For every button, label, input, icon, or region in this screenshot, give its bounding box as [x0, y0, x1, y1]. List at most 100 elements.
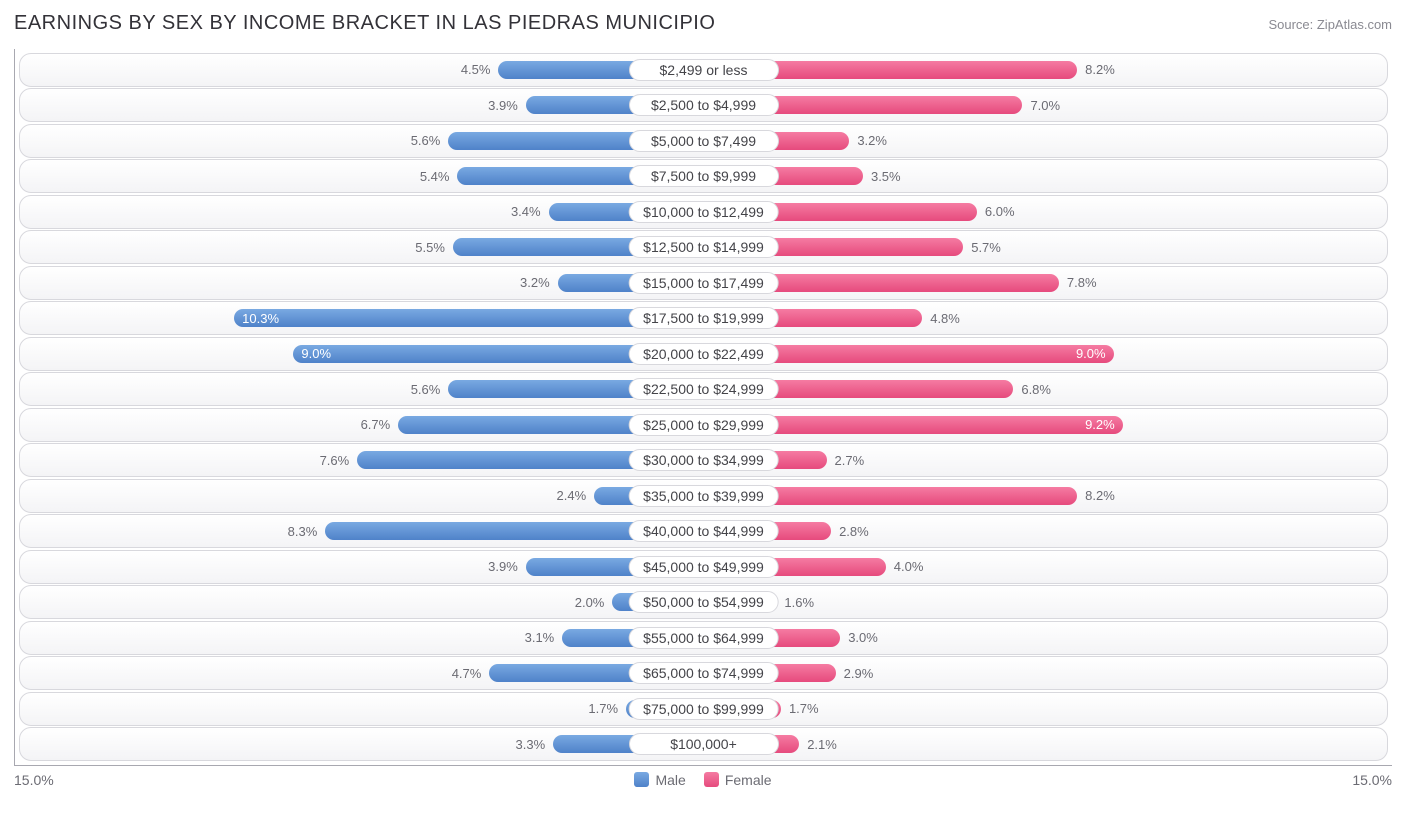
male-half: 3.4% — [20, 196, 704, 228]
female-value-label: 4.8% — [922, 311, 968, 326]
female-value-label: 2.1% — [799, 737, 845, 752]
male-value-label: 3.3% — [508, 737, 554, 752]
chart-row: 7.6%2.7%$30,000 to $34,999 — [19, 443, 1388, 477]
chart-row: 3.9%4.0%$45,000 to $49,999 — [19, 550, 1388, 584]
female-value-label: 5.7% — [963, 240, 1009, 255]
female-half: 9.2% — [704, 409, 1388, 441]
chart-row: 3.2% 7.8% $15,000 to $17,499 — [19, 266, 1388, 300]
female-half: 7.0% — [704, 89, 1388, 121]
female-half: 6.8% — [704, 373, 1388, 405]
bracket-label: $100,000+ — [629, 733, 779, 755]
bracket-label: $15,000 to $17,499 — [628, 272, 779, 294]
bracket-label: $2,500 to $4,999 — [629, 94, 779, 116]
chart-row: 5.6%6.8%$22,500 to $24,999 — [19, 372, 1388, 406]
female-half: 1.7% — [704, 693, 1388, 725]
female-value-label: 7.8% — [1059, 275, 1105, 290]
female-value-label: 9.2% — [1077, 417, 1123, 432]
female-value-label: 7.0% — [1022, 98, 1068, 113]
female-value-label: 8.2% — [1077, 62, 1123, 77]
male-value-label: 3.4% — [503, 204, 549, 219]
female-value-label: 3.0% — [840, 630, 886, 645]
female-half: 8.2% — [704, 480, 1388, 512]
male-half: 3.9% — [20, 551, 704, 583]
chart-legend: Male Female — [634, 772, 771, 788]
female-half: 2.9% — [704, 657, 1388, 689]
legend-item-female: Female — [704, 772, 772, 788]
chart-row: 2.0% 1.6%$50,000 to $54,999 — [19, 585, 1388, 619]
chart-row: 5.4%3.5%$7,500 to $9,999 — [19, 159, 1388, 193]
female-half: 3.0% — [704, 622, 1388, 654]
male-value-label: 5.5% — [407, 240, 453, 255]
male-half: 5.6% — [20, 373, 704, 405]
female-value-label: 9.0% — [1068, 346, 1114, 361]
male-value-label: 4.7% — [444, 666, 490, 681]
chart-row: 3.3% 2.1% $100,000+ — [19, 727, 1388, 761]
male-half: 7.6% — [20, 444, 704, 476]
female-value-label: 6.0% — [977, 204, 1023, 219]
chart-row: 10.3%4.8%$17,500 to $19,999 — [19, 301, 1388, 335]
male-half: 3.3% — [20, 728, 704, 760]
bracket-label: $12,500 to $14,999 — [628, 236, 779, 258]
male-half: 2.4% — [20, 480, 704, 512]
male-value-label: 2.4% — [549, 488, 595, 503]
bracket-label: $25,000 to $29,999 — [628, 414, 779, 436]
female-value-label: 2.8% — [831, 524, 877, 539]
legend-item-male: Male — [634, 772, 685, 788]
chart-row: 3.9% 7.0% $2,500 to $4,999 — [19, 88, 1388, 122]
bracket-label: $65,000 to $74,999 — [628, 662, 779, 684]
female-value-label: 2.9% — [836, 666, 882, 681]
bracket-label: $5,000 to $7,499 — [629, 130, 779, 152]
male-half: 4.5% — [20, 54, 704, 86]
male-half: 3.2% — [20, 267, 704, 299]
bracket-label: $17,500 to $19,999 — [628, 307, 779, 329]
female-value-label: 4.0% — [886, 559, 932, 574]
male-half: 1.7% — [20, 693, 704, 725]
source-attribution: Source: ZipAtlas.com — [1268, 17, 1392, 32]
female-half: 2.8% — [704, 515, 1388, 547]
bracket-label: $20,000 to $22,499 — [628, 343, 779, 365]
female-half: 8.2% — [704, 54, 1388, 86]
male-half: 9.0% — [20, 338, 704, 370]
male-half: 3.9% — [20, 89, 704, 121]
chart-row: 5.6% 3.2% $5,000 to $7,499 — [19, 124, 1388, 158]
male-value-label: 7.6% — [312, 453, 358, 468]
bracket-label: $7,500 to $9,999 — [629, 165, 779, 187]
male-value-label: 3.2% — [512, 275, 558, 290]
male-value-label: 3.9% — [480, 559, 526, 574]
male-half: 2.0% — [20, 586, 704, 618]
legend-swatch-female — [704, 772, 719, 787]
chart-row: 4.7% 2.9% $65,000 to $74,999 — [19, 656, 1388, 690]
male-half: 8.3% — [20, 515, 704, 547]
female-half: 7.8% — [704, 267, 1388, 299]
chart-row: 5.5% 5.7% $12,500 to $14,999 — [19, 230, 1388, 264]
chart-row: 6.7% 9.2% $25,000 to $29,999 — [19, 408, 1388, 442]
female-half: 3.5% — [704, 160, 1388, 192]
legend-label-male: Male — [655, 772, 685, 788]
male-half: 6.7% — [20, 409, 704, 441]
chart-row: 2.4%8.2%$35,000 to $39,999 — [19, 479, 1388, 513]
female-value-label: 1.7% — [781, 701, 827, 716]
chart-header: EARNINGS BY SEX BY INCOME BRACKET IN LAS… — [14, 12, 1392, 35]
female-half: 4.0% — [704, 551, 1388, 583]
female-value-label: 6.8% — [1013, 382, 1059, 397]
male-value-label: 5.6% — [403, 133, 449, 148]
male-value-label: 4.5% — [453, 62, 499, 77]
legend-swatch-male — [634, 772, 649, 787]
male-value-label: 6.7% — [353, 417, 399, 432]
chart-footer: 15.0% Male Female 15.0% — [14, 772, 1392, 788]
male-half: 4.7% — [20, 657, 704, 689]
female-half: 1.6% — [704, 586, 1388, 618]
female-value-label: 1.6% — [776, 595, 822, 610]
male-value-label: 3.9% — [480, 98, 526, 113]
male-value-label: 5.6% — [403, 382, 449, 397]
chart-row: 3.1%3.0%$55,000 to $64,999 — [19, 621, 1388, 655]
axis-max-right: 15.0% — [772, 772, 1392, 788]
male-value-label: 1.7% — [580, 701, 626, 716]
female-half: 2.1% — [704, 728, 1388, 760]
female-value-label: 3.2% — [849, 133, 895, 148]
bracket-label: $50,000 to $54,999 — [628, 591, 779, 613]
chart-row: 8.3%2.8%$40,000 to $44,999 — [19, 514, 1388, 548]
female-value-label: 3.5% — [863, 169, 909, 184]
chart-row: 9.0%9.0%$20,000 to $22,499 — [19, 337, 1388, 371]
axis-max-left: 15.0% — [14, 772, 634, 788]
